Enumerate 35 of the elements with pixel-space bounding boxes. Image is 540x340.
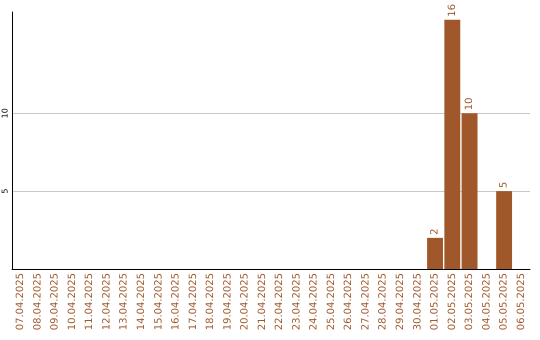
x-tick-label: 28.04.2025 (378, 273, 389, 330)
data-label: 2 (430, 228, 441, 235)
x-tick-label: 09.04.2025 (50, 273, 61, 330)
bar (496, 191, 512, 269)
x-tick-label: 01.05.2025 (430, 273, 441, 330)
x-tick-label: 19.04.2025 (222, 273, 234, 330)
x-tick-label: 29.04.2025 (395, 273, 406, 330)
x-tick-label: 06.05.2025 (516, 273, 527, 330)
data-label: 16 (446, 4, 458, 17)
x-tick-label: 23.04.2025 (291, 273, 302, 330)
x-tick-label: 05.05.2025 (498, 273, 510, 330)
x-tick-label: 17.04.2025 (188, 273, 199, 330)
x-tick-label: 07.04.2025 (15, 273, 26, 330)
x-tick-label: 02.05.2025 (446, 273, 458, 330)
x-tick-label: 10.04.2025 (66, 273, 78, 330)
x-tick-label: 12.04.2025 (101, 273, 112, 330)
x-tick-label: 22.04.2025 (274, 273, 286, 330)
x-tick-label: 30.04.2025 (412, 273, 424, 330)
x-tick-label: 27.04.2025 (360, 273, 372, 330)
x-tick-label: 11.04.2025 (84, 273, 96, 330)
x-tick-label: 14.04.2025 (136, 273, 147, 330)
x-tick-label: 21.04.2025 (256, 273, 268, 330)
x-tick-label: 04.05.2025 (481, 273, 492, 330)
x-tick-label: 18.04.2025 (205, 273, 216, 330)
x-tick-label: 08.04.2025 (32, 273, 44, 330)
data-label: 10 (464, 98, 476, 110)
x-tick-label: 03.05.2025 (464, 273, 476, 330)
x-tick-label: 16.04.2025 (170, 273, 182, 330)
x-tick-label: 25.04.2025 (326, 273, 337, 330)
x-tick-label: 15.04.2025 (153, 273, 164, 330)
x-tick-label: 13.04.2025 (118, 273, 130, 330)
x-tick-label: 24.04.2025 (308, 273, 320, 330)
x-tick-label: 20.04.2025 (240, 273, 251, 330)
data-label: 5 (498, 182, 510, 188)
x-tick-label: 26.04.2025 (343, 273, 354, 330)
